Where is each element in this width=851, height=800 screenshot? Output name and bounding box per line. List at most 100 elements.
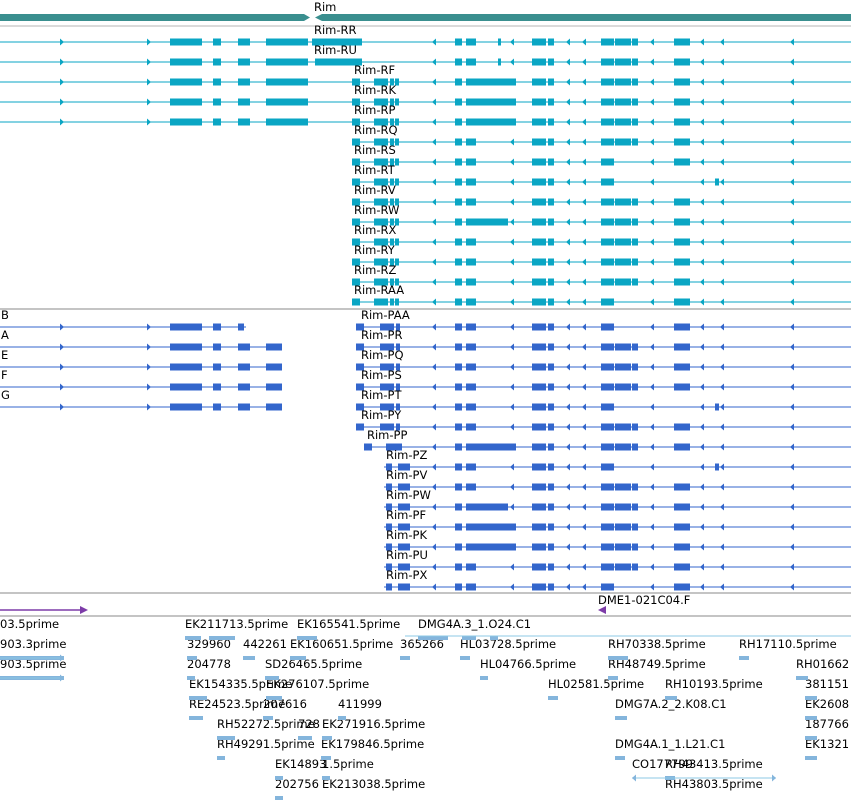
est-label[interactable]: RH01662 [796, 657, 849, 671]
est-feature[interactable] [462, 636, 476, 640]
transcript-b-rim-paa[interactable]: Rim-PAA [356, 308, 851, 331]
transcript-a-rim-raa[interactable]: Rim-RAA [352, 283, 851, 306]
est-feature[interactable] [608, 676, 618, 680]
est-feature[interactable] [185, 636, 201, 640]
est-feature[interactable] [805, 756, 817, 760]
est-feature[interactable] [615, 756, 625, 760]
transcript-b-rim-pv[interactable]: Rim-PV [384, 468, 851, 491]
est-feature[interactable] [400, 656, 410, 660]
transcript-a-rim-rt[interactable]: Rim-RT [352, 163, 851, 186]
transcript-b-left-f[interactable]: F [0, 368, 282, 391]
transcript-b-left-b[interactable]: B [0, 308, 246, 331]
est-feature[interactable] [665, 696, 677, 700]
transcript-a-rim-rz[interactable]: Rim-RZ [352, 263, 851, 286]
transcript-a-rim-rp[interactable]: Rim-RP [0, 103, 851, 126]
est-label[interactable]: 903.5prime [0, 657, 66, 671]
transcript-b-rim-pz[interactable]: Rim-PZ [384, 448, 851, 471]
est-feature[interactable] [209, 636, 235, 640]
transcript-b-rim-pk[interactable]: Rim-PK [384, 528, 851, 551]
transcript-a-rim-rf[interactable]: Rim-RF [0, 63, 851, 86]
transcript-a-rim-rr[interactable]: Rim-RR [0, 23, 851, 46]
est-label[interactable]: 187766 [805, 717, 849, 731]
est-label[interactable]: EK211713.5prime [185, 617, 288, 631]
est-feature[interactable] [321, 756, 331, 760]
transcript-b-rim-pp[interactable]: Rim-PP [364, 428, 851, 451]
est-label[interactable]: EK276107.5prime [266, 677, 369, 691]
est-label[interactable]: RH70338.5prime [608, 637, 706, 651]
clone-left[interactable] [0, 606, 88, 614]
est-label[interactable]: EK2608 [805, 697, 849, 711]
est-feature[interactable] [189, 716, 203, 720]
est-feature[interactable] [298, 736, 312, 740]
est-feature[interactable] [460, 656, 470, 660]
est-label[interactable]: 204778 [187, 657, 231, 671]
transcript-a-rim-rq[interactable]: Rim-RQ [352, 123, 851, 146]
est-feature[interactable] [187, 676, 195, 680]
est-label[interactable]: 442261 [243, 637, 287, 651]
est-label[interactable]: 202756 [275, 777, 319, 791]
transcript-a-rim-ry[interactable]: Rim-RY [352, 243, 851, 266]
est-feature[interactable] [275, 796, 283, 800]
est-label[interactable]: EK213038.5prime [322, 777, 425, 791]
est-label[interactable]: HL02581.5prime [548, 677, 644, 691]
est-feature[interactable] [418, 636, 448, 640]
est-label[interactable]: 411999 [338, 697, 382, 711]
est-label[interactable]: 903.3prime [0, 637, 66, 651]
transcript-b-rim-pt[interactable]: Rim-PT [356, 388, 851, 411]
est-label[interactable]: HL03728.5prime [460, 637, 556, 651]
est-feature[interactable] [805, 696, 817, 700]
est-label[interactable]: 1.5prime [322, 757, 374, 771]
est-feature[interactable] [189, 696, 207, 700]
est-feature[interactable] [297, 636, 317, 640]
est-label[interactable]: EK165541.5prime [297, 617, 400, 631]
transcript-a-rim-rx[interactable]: Rim-RX [352, 223, 851, 246]
est-label[interactable]: 381151 [805, 677, 849, 691]
est-feature[interactable] [290, 656, 306, 660]
transcript-b-left-e[interactable]: E [0, 348, 282, 371]
transcript-a-rim-rs[interactable]: Rim-RS [352, 143, 851, 166]
transcript-b-rim-pw[interactable]: Rim-PW [384, 488, 851, 511]
est-feature[interactable] [615, 716, 627, 720]
est-feature[interactable] [480, 676, 488, 680]
est-feature[interactable] [187, 656, 197, 660]
est-feature[interactable] [322, 776, 330, 780]
est-label[interactable]: RH17110.5prime [739, 637, 837, 651]
est-feature[interactable] [548, 696, 558, 700]
est-label[interactable]: RH48749.5prime [608, 657, 706, 671]
est-feature[interactable] [796, 676, 808, 680]
est-label[interactable]: EK179846.5prime [321, 737, 424, 751]
est-label[interactable]: CO177799 [632, 757, 693, 771]
est-label[interactable]: RH43803.5prime [665, 777, 763, 791]
est-label[interactable]: EK1321 [805, 737, 849, 751]
transcript-b-rim-pr[interactable]: Rim-PR [356, 328, 851, 351]
est-label[interactable]: RH52272.5prime [217, 717, 315, 731]
est-label[interactable]: EK271916.5prime [322, 717, 425, 731]
est-feature[interactable] [322, 736, 332, 740]
transcript-b-rim-pq[interactable]: Rim-PQ [356, 348, 851, 371]
est-label[interactable]: RH49291.5prime [217, 737, 315, 751]
est-feature[interactable] [490, 636, 498, 640]
est-feature[interactable] [243, 656, 255, 660]
transcript-b-rim-pf[interactable]: Rim-PF [384, 508, 851, 531]
est-label[interactable]: DMG4A.3_1.O24.C1 [418, 617, 531, 631]
transcript-b-left-a[interactable]: A [0, 328, 282, 351]
est-feature[interactable] [265, 676, 279, 680]
transcript-b-rim-pu[interactable]: Rim-PU [384, 548, 851, 571]
est-feature[interactable] [217, 756, 225, 760]
est-feature[interactable] [739, 656, 749, 660]
est-label[interactable]: 728 [298, 717, 320, 731]
transcript-a-rim-ru[interactable]: Rim-RU [0, 43, 851, 66]
est-label[interactable]: HL04766.5prime [480, 657, 576, 671]
est-feature[interactable] [275, 776, 283, 780]
est-label[interactable]: EK160651.5prime [290, 637, 393, 651]
est-feature[interactable] [805, 716, 817, 720]
est-label[interactable]: 329960 [187, 637, 231, 651]
est-label[interactable]: RH43413.5prime [665, 757, 763, 771]
est-label[interactable]: RE24523.5prime [189, 697, 285, 711]
transcript-a-rim-rk[interactable]: Rim-RK [0, 83, 851, 106]
gene-bar-right[interactable] [315, 14, 851, 21]
est-label[interactable]: DMG4A.1_1.L21.C1 [615, 737, 725, 751]
transcript-b-rim-px[interactable]: Rim-PX [384, 568, 851, 591]
est-feature[interactable] [263, 716, 273, 720]
transcript-a-rim-rv[interactable]: Rim-RV [352, 183, 851, 206]
